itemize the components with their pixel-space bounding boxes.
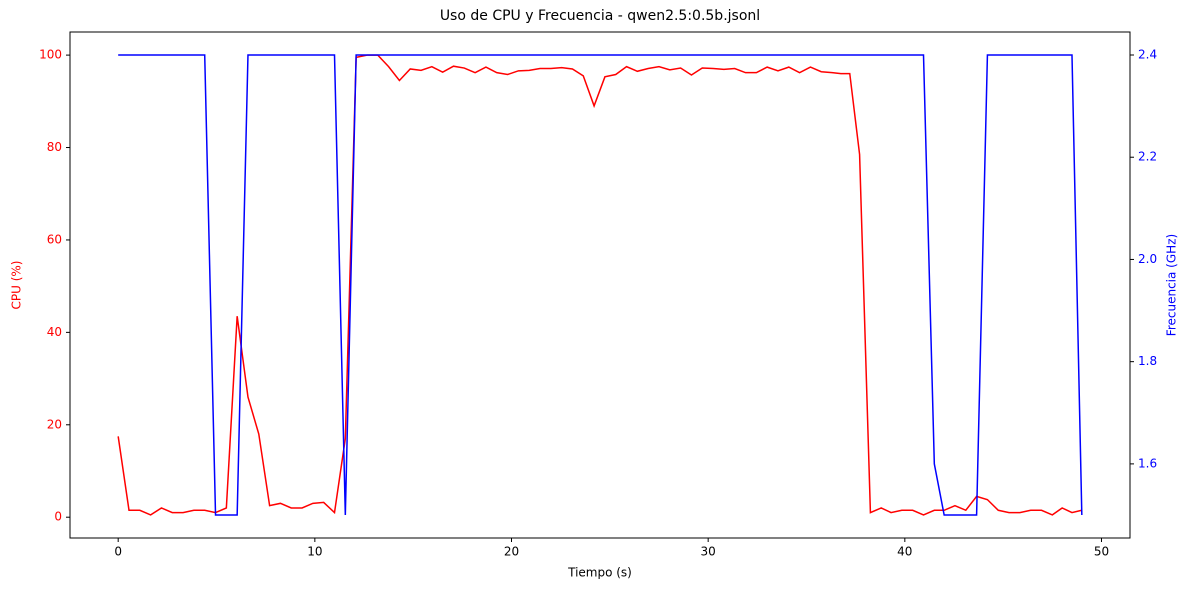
y-tick-label: 80 (47, 140, 62, 154)
plot-frame (69, 31, 1131, 539)
x-tick-label: 20 (504, 545, 519, 559)
y2-tick-label: 1.6 (1138, 456, 1157, 470)
y-tick-label: 100 (39, 48, 62, 62)
y-tick-label: 60 (47, 232, 62, 246)
x-axis-label: Tiempo (s) (567, 566, 632, 580)
y-tick-label: 40 (47, 325, 62, 339)
y2-tick-label: 2.2 (1138, 150, 1157, 164)
y2-tick-label: 2.0 (1138, 252, 1157, 266)
chart-title: Uso de CPU y Frecuencia - qwen2.5:0.5b.j… (440, 8, 760, 24)
y2-axis-label: Frecuencia (GHz) (1165, 234, 1179, 336)
y2-tick-label: 2.4 (1138, 48, 1157, 62)
y2-tick-label: 1.8 (1138, 354, 1157, 368)
x-tick-label: 10 (307, 545, 322, 559)
y-axis-label: CPU (%) (10, 261, 24, 310)
series-line (117, 54, 1082, 516)
y-tick-label: 20 (47, 417, 62, 431)
x-tick-label: 50 (1094, 545, 1109, 559)
x-tick-label: 40 (897, 545, 912, 559)
x-tick-label: 0 (114, 545, 122, 559)
x-tick-label: 30 (701, 545, 716, 559)
y-tick-label: 0 (54, 510, 62, 524)
series-line (118, 54, 1083, 516)
